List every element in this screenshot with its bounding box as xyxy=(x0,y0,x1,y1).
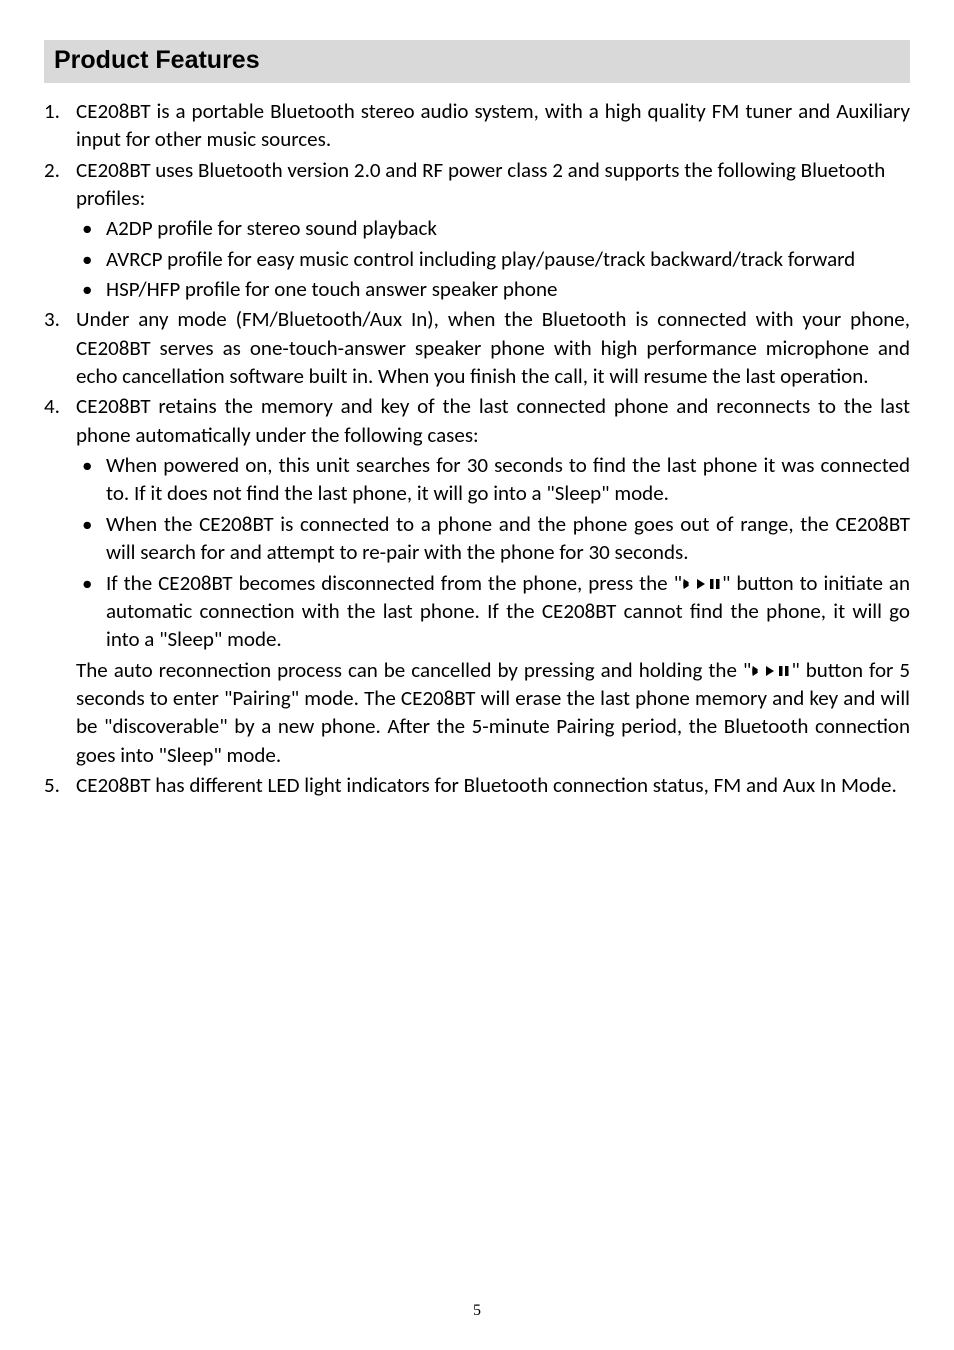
list-item: CE208BT has different LED light indicato… xyxy=(44,771,910,799)
bullet-text: A2DP profile for stereo sound playback xyxy=(106,215,437,241)
bullet-list: When powered on, this unit searches for … xyxy=(76,451,910,653)
bullet-item: HSP/HFP profile for one touch answer spe… xyxy=(76,275,910,303)
bullet-item: If the CE208BT becomes disconnected from… xyxy=(76,569,910,654)
list-item-text: CE208BT retains the memory and key of th… xyxy=(76,392,910,449)
list-item: CE208BT is a portable Bluetooth stereo a… xyxy=(44,97,910,154)
page-number: 5 xyxy=(0,1302,954,1320)
bullet-text: When powered on, this unit searches for … xyxy=(106,452,910,506)
bullet-text: When the CE208BT is connected to a phone… xyxy=(106,511,910,565)
phone-play-pause-icon xyxy=(751,664,791,678)
after-text-pre: The auto reconnection process can be can… xyxy=(76,657,751,683)
bullet-text-pre: If the CE208BT becomes disconnected from… xyxy=(106,570,682,596)
bullet-text: HSP/HFP profile for one touch answer spe… xyxy=(106,276,557,302)
after-bullet-paragraph: The auto reconnection process can be can… xyxy=(76,656,910,769)
list-item-text: CE208BT uses Bluetooth version 2.0 and R… xyxy=(76,157,885,211)
feature-list: CE208BT is a portable Bluetooth stereo a… xyxy=(44,97,910,799)
list-item-text: Under any mode (FM/Bluetooth/Aux In), wh… xyxy=(76,306,910,389)
bullet-item: A2DP profile for stereo sound playback xyxy=(76,214,910,242)
list-item-text: CE208BT has different LED light indicato… xyxy=(76,772,897,798)
list-item-text: CE208BT is a portable Bluetooth stereo a… xyxy=(76,98,910,152)
section-heading: Product Features xyxy=(54,46,900,75)
bullet-item: When powered on, this unit searches for … xyxy=(76,451,910,508)
bullet-item: When the CE208BT is connected to a phone… xyxy=(76,510,910,567)
page: Product Features CE208BT is a portable B… xyxy=(0,0,954,1350)
bullet-list: A2DP profile for stereo sound playback A… xyxy=(76,214,910,303)
list-item: CE208BT uses Bluetooth version 2.0 and R… xyxy=(44,156,910,304)
list-item: Under any mode (FM/Bluetooth/Aux In), wh… xyxy=(44,305,910,390)
bullet-text: AVRCP profile for easy music control inc… xyxy=(106,246,855,272)
phone-play-pause-icon xyxy=(682,577,722,591)
bullet-item: AVRCP profile for easy music control inc… xyxy=(76,245,910,273)
list-item: CE208BT retains the memory and key of th… xyxy=(44,392,910,768)
section-heading-bar: Product Features xyxy=(44,40,910,83)
